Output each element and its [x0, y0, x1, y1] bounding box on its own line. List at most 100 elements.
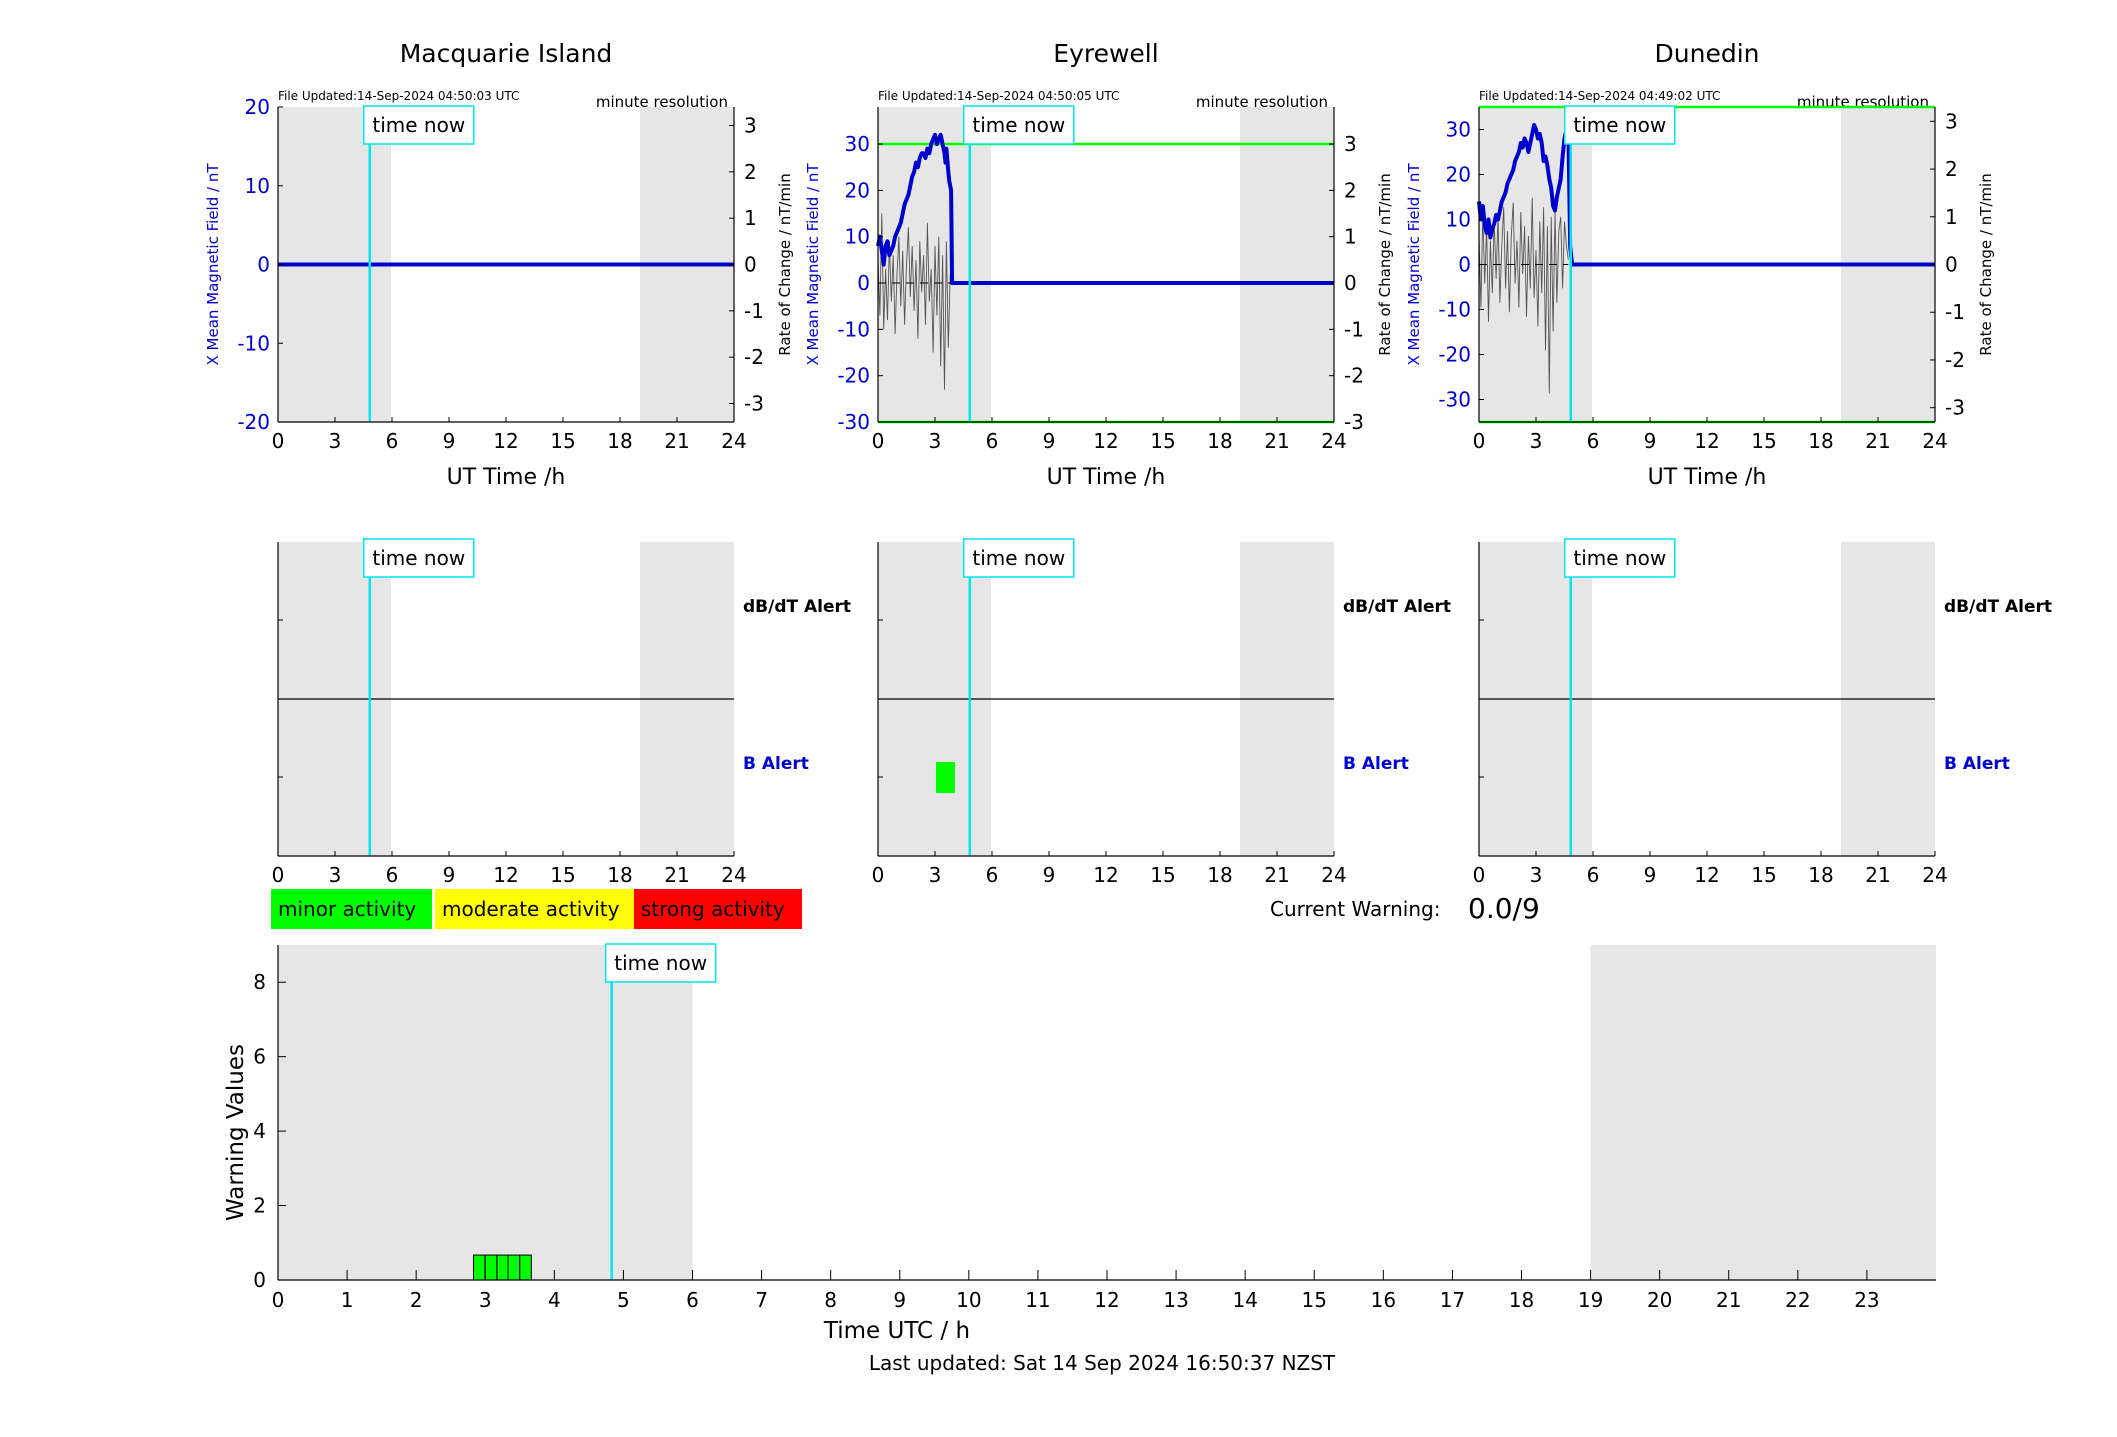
x-tick-label: 11: [1025, 1288, 1050, 1312]
y-right-tick-label: -2: [1344, 364, 1364, 388]
warning-bar: [519, 1254, 532, 1281]
x-tick-label: 23: [1854, 1288, 1879, 1312]
x-tick-label: 9: [443, 429, 456, 453]
time-now-box: [363, 538, 475, 578]
x-tick-label: 12: [1094, 1288, 1119, 1312]
field-line: [876, 132, 1334, 285]
y-left-tick-label: -20: [837, 364, 870, 388]
x-tick-label: 21: [1264, 429, 1289, 453]
y-left-tick-label: 30: [845, 132, 870, 156]
y-left-tick-label: 0: [257, 253, 270, 277]
file-updated: File Updated:14-Sep-2024 04:50:05 UTC: [878, 89, 1119, 103]
time-now-box: [963, 105, 1075, 145]
x-tick-label: 15: [550, 863, 575, 887]
x-tick-label: 12: [1093, 863, 1118, 887]
last-updated: Last updated: Sat 14 Sep 2024 16:50:37 N…: [869, 1351, 1336, 1375]
x-tick-label: 6: [686, 1288, 699, 1312]
x-tick-label: 6: [986, 429, 999, 453]
y-right-tick-label: 0: [1945, 253, 1958, 277]
alert-block: [935, 762, 955, 793]
x-tick-label: 15: [550, 429, 575, 453]
legend-minor-swatch: [271, 889, 432, 929]
night-shade: [1239, 107, 1334, 422]
time-now-label: time now: [372, 546, 465, 570]
x-tick-label: 3: [1530, 863, 1543, 887]
y-right-tick-label: -2: [744, 345, 764, 369]
current-warning-value: 0.0/9: [1468, 892, 1540, 925]
y-left-axis-label: X Mean Magnetic Field / nT: [804, 163, 822, 366]
b-alert-label: B Alert: [743, 754, 809, 774]
y-left-tick-label: -10: [237, 331, 270, 355]
y-left-tick-label: 20: [245, 95, 270, 119]
y-right-tick-label: 3: [1945, 109, 1958, 133]
x-tick-label: 15: [1150, 863, 1175, 887]
time-now-label: time now: [972, 546, 1065, 570]
y-right-axis-label: Rate of Change / nT/min: [1977, 173, 1995, 355]
y-right-tick-label: -3: [1945, 396, 1965, 420]
y-right-tick-label: 0: [1344, 271, 1357, 295]
x-tick-label: 12: [493, 863, 518, 887]
resolution-label: minute resolution: [596, 93, 728, 111]
field-line: [1477, 123, 1935, 267]
y-tick-label: 0: [253, 1268, 266, 1292]
y-left-tick-label: -10: [1438, 298, 1471, 322]
panel-1: Macquarie Island File Updated:14-Sep-2024…: [204, 39, 794, 490]
y-left-tick-label: -20: [1438, 343, 1471, 367]
x-tick-label: 16: [1371, 1288, 1396, 1312]
panel-title: Macquarie Island: [400, 39, 613, 68]
panel-title: Eyrewell: [1053, 39, 1158, 68]
x-tick-label: 15: [1302, 1288, 1327, 1312]
x-tick-label: 18: [1509, 1288, 1534, 1312]
dbdt-alert-label: dB/dT Alert: [743, 597, 851, 617]
magnetometer-panels: Macquarie Island File Updated:14-Sep-2024…: [204, 39, 1995, 490]
x-tick-label: 18: [607, 863, 632, 887]
x-tick-label: 4: [548, 1288, 561, 1312]
x-tick-label: 12: [1093, 429, 1118, 453]
x-tick-label: 6: [1587, 863, 1600, 887]
y-left-tick-label: 10: [1446, 208, 1471, 232]
rate-of-change-line: [1478, 197, 1569, 394]
time-now-label: time now: [614, 951, 707, 975]
x-tick-label: 6: [986, 863, 999, 887]
y-right-tick-label: 3: [1344, 132, 1357, 156]
y-left-axis-label: X Mean Magnetic Field / nT: [204, 163, 222, 366]
y-tick-label: 2: [253, 1194, 266, 1218]
x-tick-label: 21: [664, 429, 689, 453]
warning-bar: [507, 1254, 521, 1281]
x-tick-label: 21: [1865, 863, 1890, 887]
y-right-tick-label: -3: [1344, 410, 1364, 434]
y-right-tick-label: 3: [744, 114, 757, 138]
time-now-label: time now: [972, 113, 1065, 137]
legend-moderate-label: moderate activity: [442, 897, 620, 921]
current-warning-label: Current Warning:: [1270, 897, 1440, 921]
legend-moderate-swatch: [435, 889, 634, 929]
time-now-box: [963, 538, 1075, 578]
x-tick-label: 3: [929, 429, 942, 453]
y-left-tick-label: -30: [1438, 388, 1471, 412]
rate-of-change-line: [877, 213, 951, 390]
x-tick-label: 14: [1232, 1288, 1257, 1312]
alert-panel-3: time now 0 3 6 9 12 15 18 21 24 dB/dT Alert B Alert: [1473, 538, 2052, 887]
y-right-axis-label: Rate of Change / nT/min: [1376, 173, 1394, 355]
x-tick-label: 0: [872, 429, 885, 453]
y-right-tick-label: -3: [744, 391, 764, 415]
x-tick-label: 7: [755, 1288, 768, 1312]
dbdt-alert-label: dB/dT Alert: [1343, 597, 1451, 617]
x-tick-label: 15: [1150, 429, 1175, 453]
y-right-tick-label: 0: [744, 253, 757, 277]
x-tick-label: 0: [1473, 863, 1486, 887]
x-axis-label: UT Time /h: [1047, 465, 1166, 490]
x-tick-label: 13: [1163, 1288, 1188, 1312]
x-tick-label: 15: [1751, 429, 1776, 453]
time-now-box: [1564, 538, 1676, 578]
y-right-tick-label: 2: [1945, 157, 1958, 181]
x-axis-label: UT Time /h: [1648, 465, 1767, 490]
y-left-tick-label: 0: [857, 271, 870, 295]
night-shade: [1590, 945, 1936, 1280]
x-axis-label: UT Time /h: [447, 465, 566, 490]
time-now-label: time now: [1573, 546, 1666, 570]
dbdt-alert-label: dB/dT Alert: [1944, 597, 2052, 617]
y-right-tick-label: -1: [744, 299, 764, 323]
alert-panel-1: time now 0 3 6 9 12 15 18 21 24 dB/dT Alert B Alert: [272, 538, 851, 887]
